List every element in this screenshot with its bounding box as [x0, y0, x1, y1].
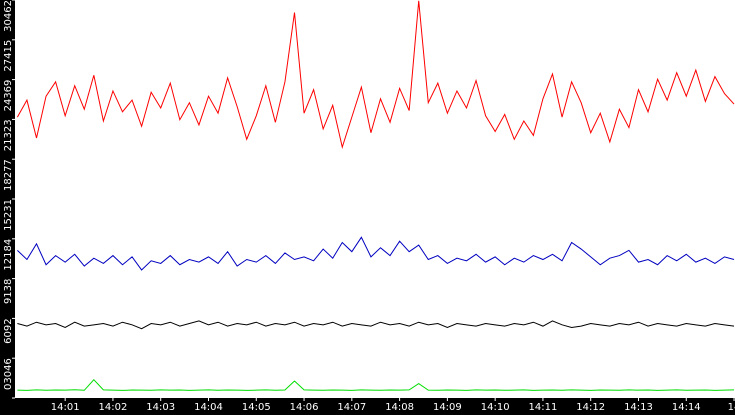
x-tick-label: 14:10 — [481, 402, 510, 413]
x-tick-label: 14:11 — [529, 402, 558, 413]
y-tick-label: 0 — [3, 384, 14, 390]
y-tick-label: 6092 — [3, 318, 14, 343]
series-line — [16, 0, 735, 150]
y-tick-label: 9138 — [3, 279, 14, 304]
y-tick-label: 24369 — [3, 80, 14, 112]
x-tick-label: 14:13 — [624, 402, 653, 413]
x-axis-strip — [0, 398, 735, 415]
x-tick-label: 14:04 — [194, 402, 223, 413]
y-tick-label: 27415 — [3, 40, 14, 72]
x-tick-label: 14:08 — [385, 402, 414, 413]
x-tick-label: 14:03 — [146, 402, 175, 413]
y-tick-label: 12184 — [3, 239, 14, 271]
series-line — [17, 320, 735, 330]
x-tick-label: 14:12 — [576, 402, 605, 413]
series-line — [17, 378, 735, 391]
y-tick-label: 15231 — [3, 199, 14, 231]
y-tick-label: 21323 — [3, 119, 14, 151]
x-tick-label: 14:06 — [290, 402, 319, 413]
y-tick-label: 3046 — [3, 358, 14, 383]
x-tick-label: 14:02 — [99, 402, 128, 413]
x-tick-label: 14 — [728, 402, 735, 413]
x-tick-label: 14:01 — [51, 402, 80, 413]
x-tick-label: 14:07 — [337, 402, 366, 413]
y-axis-strip — [0, 0, 15, 415]
series-line — [17, 236, 735, 271]
y-tick-label: 18277 — [3, 159, 14, 191]
x-tick-label: 14:09 — [433, 402, 462, 413]
x-tick-label: 14:14 — [672, 402, 701, 413]
x-tick-label: 14:05 — [242, 402, 271, 413]
y-tick-label: 30462 — [3, 0, 14, 32]
